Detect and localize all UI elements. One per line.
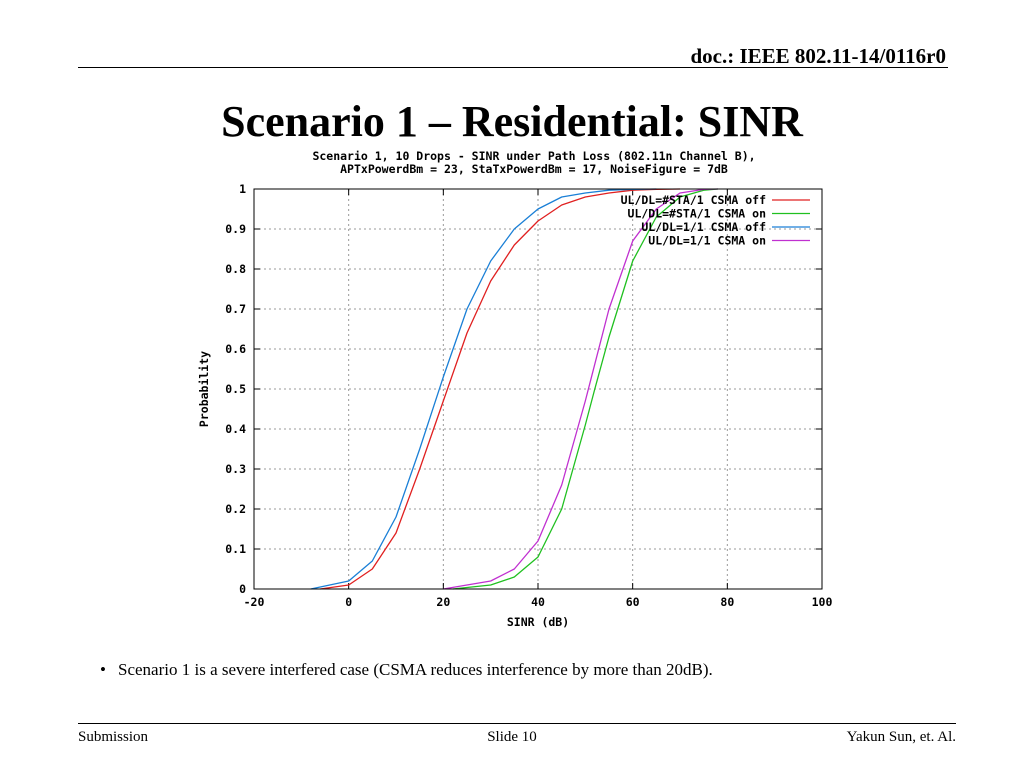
y-tick-label: 0.4 [225, 422, 246, 436]
bullet-dot-icon: • [100, 660, 106, 679]
tick-labels: -20 0 20 40 60 80 10000.10.20.30.40.50.60.70.8… [225, 182, 832, 609]
y-tick-label: 1 [239, 182, 246, 196]
y-tick-label: 0 [239, 582, 246, 596]
y-tick-label: 0.5 [225, 382, 246, 396]
series-line-4 [443, 188, 718, 590]
legend-label: UL/DL=1/1 CSMA off [641, 220, 766, 234]
x-tick-label: -20 [244, 595, 265, 609]
x-tick-label: 0 [345, 595, 352, 609]
header-rule [78, 67, 948, 68]
series-line-2 [452, 188, 718, 590]
y-tick-label: 0.6 [225, 342, 246, 356]
series-lines [310, 188, 718, 590]
doc-identifier: doc.: IEEE 802.11-14/0116r0 [690, 44, 946, 68]
footer-slide-number: Slide 10 [487, 729, 537, 745]
y-tick-label: 0.1 [225, 542, 246, 556]
series-line-1 [320, 188, 681, 590]
y-tick-label: 0.9 [225, 222, 246, 236]
bullet-text: Scenario 1 is a severe interfered case (… [118, 660, 713, 679]
x-tick-label: 60 [626, 595, 640, 609]
plot-frame [253, 188, 823, 590]
legend-label: UL/DL=#STA/1 CSMA off [621, 193, 766, 207]
y-tick-label: 0.8 [225, 262, 246, 276]
x-axis-label: SINR (dB) [507, 615, 569, 629]
bullet-item: • Scenario 1 is a severe interfered case … [100, 660, 713, 680]
x-tick-label: 20 [436, 595, 450, 609]
grid [253, 188, 823, 590]
y-axis-label: Probability [197, 351, 211, 427]
x-tick-label: 40 [531, 595, 545, 609]
series-line-3 [310, 188, 657, 590]
chart-title-line2: APTxPowerdBm = 23, StaTxPowerdBm = 17, N… [340, 162, 728, 176]
footer-submission: Submission [78, 729, 149, 745]
x-tick-label: 100 [812, 595, 833, 609]
chart-title-line1: Scenario 1, 10 Drops - SINR under Path L… [312, 149, 755, 163]
slide-title: Scenario 1 – Residential: SINR [221, 97, 803, 146]
y-tick-label: 0.3 [225, 462, 246, 476]
footer-rule [78, 723, 956, 724]
y-tick-label: 0.7 [225, 302, 246, 316]
sinr-cdf-chart: Scenario 1, 10 Drops - SINR under Path L… [197, 149, 832, 629]
legend-label: UL/DL=#STA/1 CSMA on [628, 207, 767, 221]
x-tick-label: 80 [720, 595, 734, 609]
y-tick-label: 0.2 [225, 502, 246, 516]
footer-author: Yakun Sun, et. Al. [846, 729, 956, 745]
legend-label: UL/DL=1/1 CSMA on [648, 234, 766, 248]
